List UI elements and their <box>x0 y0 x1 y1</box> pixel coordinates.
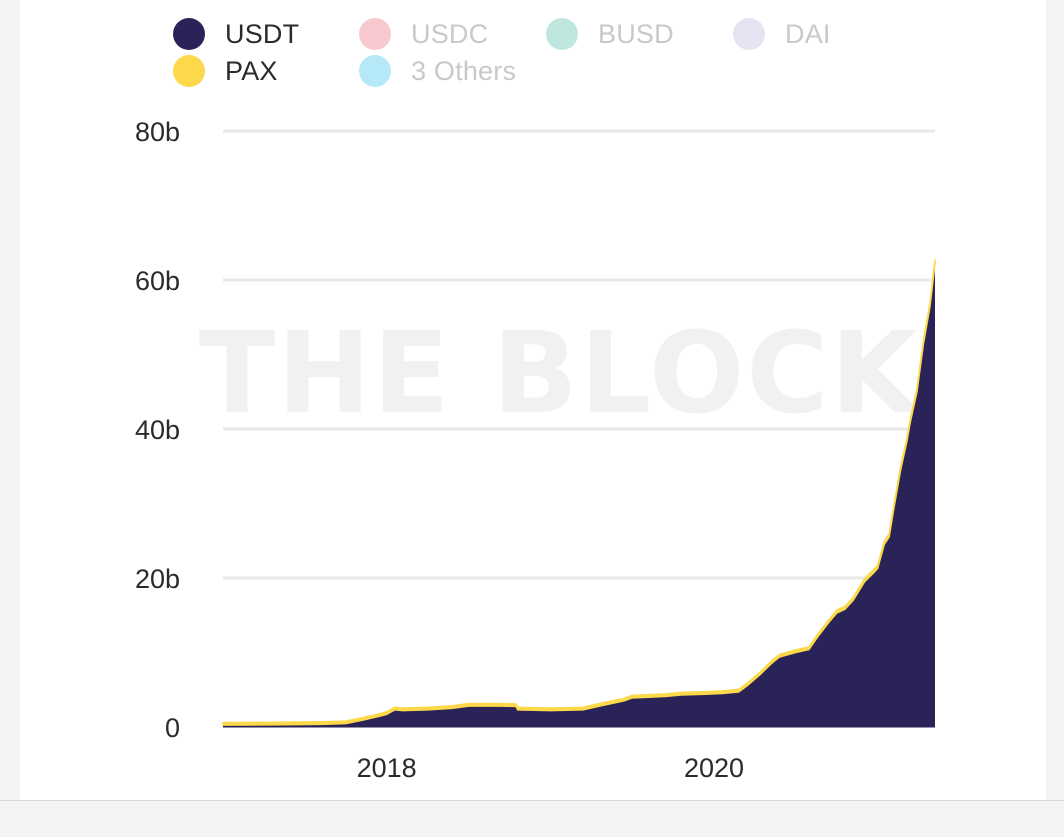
y-tick-label: 80b <box>135 117 180 147</box>
legend-item-busd[interactable]: BUSD <box>546 17 674 51</box>
legend-item-dai[interactable]: DAI <box>733 17 831 51</box>
legend-item-usdt[interactable]: USDT <box>173 17 299 51</box>
legend-swatch <box>359 55 391 87</box>
legend-swatch <box>173 55 205 87</box>
legend-swatch <box>546 18 578 50</box>
y-tick-label: 0 <box>165 713 180 743</box>
bottom-divider <box>0 800 1064 801</box>
watermark: THE BLOCK <box>199 309 922 439</box>
legend-item-3-others[interactable]: 3 Others <box>359 54 516 88</box>
legend-item-pax[interactable]: PAX <box>173 54 278 88</box>
legend-swatch <box>359 18 391 50</box>
y-tick-label: 20b <box>135 564 180 594</box>
legend-label: DAI <box>785 19 831 49</box>
legend-label: PAX <box>225 56 278 86</box>
y-tick-label: 40b <box>135 415 180 445</box>
legend-label: BUSD <box>598 19 674 49</box>
legend-label: USDT <box>225 19 300 49</box>
legend-swatch <box>173 18 205 50</box>
chart-card: USDT USDC BUSD DAI PAX 3 Others THE BLOCK 0 20b… <box>20 0 1046 800</box>
x-tick-label: 2020 <box>684 753 744 783</box>
x-tick-label: 2018 <box>357 753 417 783</box>
legend-item-usdc[interactable]: USDC <box>359 17 488 51</box>
area-pax <box>222 259 936 726</box>
y-tick-label: 60b <box>135 266 180 296</box>
legend-swatch <box>733 18 765 50</box>
area-usdt <box>223 263 935 727</box>
legend-label: USDC <box>411 19 489 49</box>
legend-label: 3 Others <box>411 56 517 86</box>
stacked-area-chart: THE BLOCK 0 20b 40b 60b 80b 2018 2020 <box>135 117 936 783</box>
chart-legend: USDT USDC BUSD DAI PAX 3 Others <box>20 0 1046 100</box>
